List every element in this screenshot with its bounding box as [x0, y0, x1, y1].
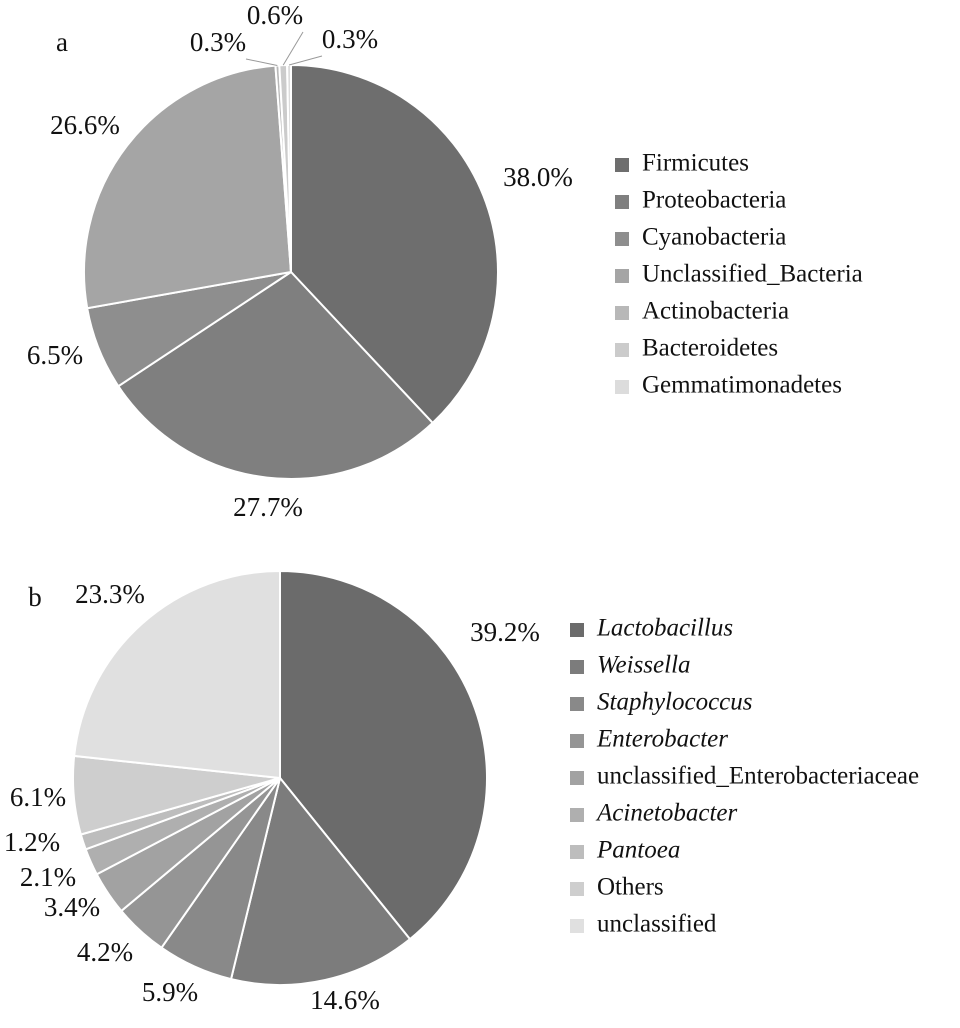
legend-label: Cyanobacteria	[642, 224, 786, 251]
legend-swatch	[570, 697, 584, 711]
pie-slice	[290, 63, 499, 425]
legend-swatch	[570, 660, 584, 674]
legend-label: unclassified	[597, 911, 717, 938]
legend-label: Weissella	[597, 652, 691, 679]
legend-label: unclassified_Enterobacteriaceae	[597, 763, 919, 790]
legend-label: Enterobacter	[596, 726, 728, 753]
legend-label: Others	[597, 874, 664, 901]
legend-label: Unclassified_Bacteria	[642, 261, 863, 288]
leader-line	[282, 31, 304, 66]
legend-label: Staphylococcus	[597, 689, 753, 716]
legend-label: Acinetobacter	[595, 800, 737, 827]
value-label: 6.1%	[10, 782, 66, 812]
legend-swatch	[570, 623, 584, 637]
pie-slice	[229, 775, 412, 986]
legend-label: Bacteroidetes	[642, 335, 778, 362]
legend-swatch	[615, 343, 629, 357]
legend-swatch	[615, 306, 629, 320]
value-label: 2.1%	[20, 862, 76, 892]
leader-line	[245, 58, 278, 66]
legend-swatch	[570, 734, 584, 748]
legend-swatch	[570, 919, 584, 933]
legend-swatch	[615, 232, 629, 246]
panel-label: a	[56, 27, 68, 57]
value-label: 14.6%	[310, 985, 380, 1015]
legend-swatch	[570, 845, 584, 859]
legend-swatch	[615, 158, 629, 172]
legend: Lactobacillus Weissella Staphylococcus Ente…	[570, 615, 919, 938]
pie-slice	[83, 64, 293, 310]
pie-slice	[286, 63, 292, 273]
value-label: 0.6%	[247, 0, 303, 30]
legend-label: Actinobacteria	[642, 298, 789, 325]
value-label: 23.3%	[75, 579, 145, 609]
value-label: 3.4%	[44, 892, 100, 922]
value-label: 6.5%	[27, 340, 83, 370]
legend-label: Pantoea	[596, 837, 680, 864]
value-label: 4.2%	[77, 937, 133, 967]
leader-line	[288, 55, 323, 66]
legend-swatch	[615, 195, 629, 209]
pie-slice	[279, 569, 488, 941]
panel-label: b	[28, 582, 42, 612]
legend-swatch	[570, 882, 584, 896]
legend-label: Proteobacteria	[642, 187, 786, 214]
value-label: 26.6%	[50, 110, 120, 140]
legend-swatch	[570, 808, 584, 822]
value-label: 27.7%	[233, 492, 303, 522]
legend-label: Gemmatimonadetes	[642, 372, 842, 399]
pie-slice	[116, 270, 435, 480]
legend: Firmicutes Proteobacteria Cyanobacteria Unc…	[615, 150, 863, 399]
pie-slice	[73, 569, 281, 780]
value-label: 39.2%	[470, 617, 540, 647]
value-label: 5.9%	[142, 977, 198, 1007]
value-label: 0.3%	[190, 27, 246, 57]
legend-swatch	[570, 771, 584, 785]
value-label: 1.2%	[4, 827, 60, 857]
value-label: 0.3%	[322, 24, 378, 54]
legend-swatch	[615, 269, 629, 283]
legend-swatch	[615, 380, 629, 394]
legend-label: Firmicutes	[642, 150, 749, 177]
legend-label: Lactobacillus	[596, 615, 733, 642]
value-label: 38.0%	[503, 162, 573, 192]
